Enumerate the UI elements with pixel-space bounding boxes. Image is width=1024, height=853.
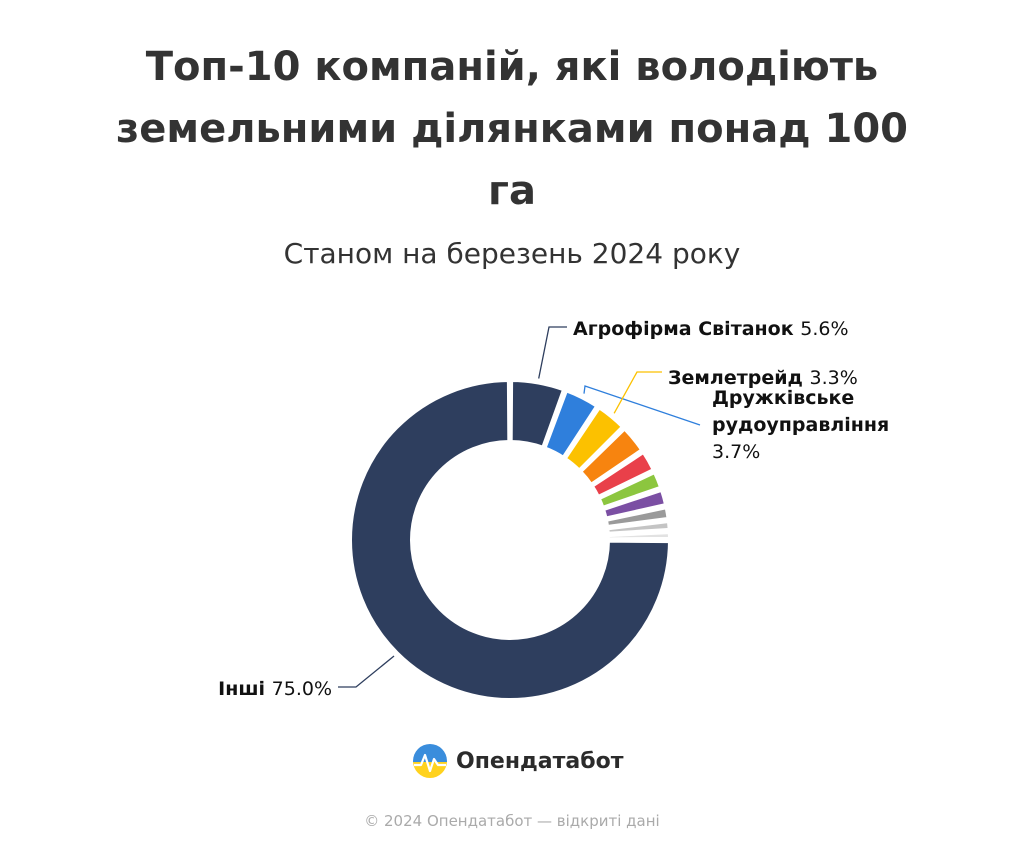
slice-label: Інші 75.0% [218,678,332,700]
footer-credit: © 2024 Опендатабот — відкриті дані [364,812,660,830]
chart-title: Топ-10 компаній, які володіють земельним… [116,44,908,214]
labels-layer: Агрофірма Світанок 5.6% Дружківське рудоуп… [218,318,889,700]
donut-slice[interactable] [348,378,672,702]
chart-subtitle: Станом на березень 2024 року [283,237,741,270]
slice-label: Землетрейд 3.3% [668,367,858,389]
slices-layer [348,378,672,702]
slice-label: Агрофірма Світанок 5.6% [573,318,849,340]
slice-label: Дружківське рудоуправління 3.7% [712,387,889,463]
opendatabot-logo-icon [413,744,447,778]
brand-name: Опендатабот [456,748,624,774]
donut-slice[interactable] [605,530,672,542]
label-connector [538,326,567,379]
brand: Опендатабот [412,741,623,781]
label-connector [583,385,701,426]
label-connector [338,655,395,688]
label-connector [613,371,662,414]
